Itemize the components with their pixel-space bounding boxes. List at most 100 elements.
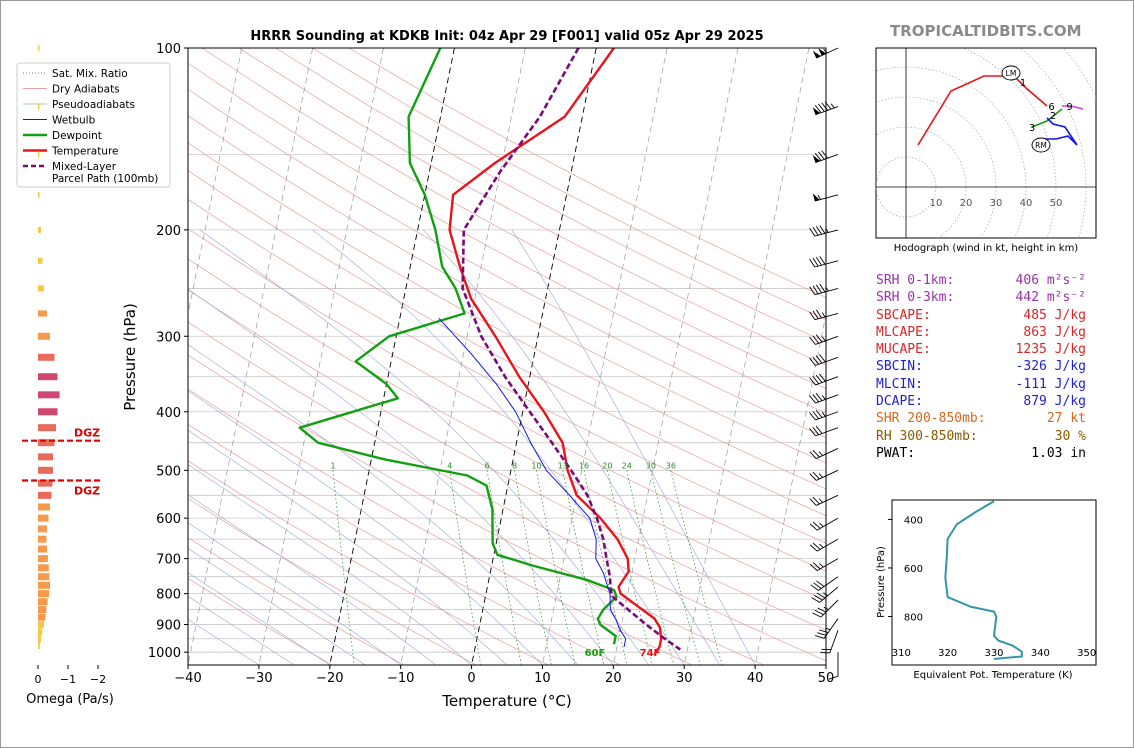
stat-row: MLCIN: -111 J/kg (876, 376, 1086, 393)
dry-adiabat (188, 537, 405, 665)
moist-adiabat (188, 464, 472, 665)
dry-adiabat (188, 321, 826, 662)
isotherm (612, 48, 739, 665)
barb-full (812, 449, 820, 458)
barb-full (814, 609, 824, 616)
barb-full (818, 103, 825, 112)
dry-adiabat (188, 460, 549, 665)
barb-full (809, 451, 817, 459)
stat-label: MLCAPE: (876, 324, 931, 340)
hodograph-trace: 1 2 3 6 9 LM RM (917, 65, 1084, 153)
wind-barb (811, 586, 839, 603)
omega-bar (38, 151, 40, 158)
barb-half (819, 563, 824, 568)
stat-value: -326 J/kg (1015, 359, 1086, 375)
mixing-ratio-label: 4 (447, 461, 452, 470)
dgz-label: DGZ (74, 427, 100, 440)
barb-flag (812, 193, 820, 202)
barb-staff (829, 630, 839, 654)
y-tick-label: 800 (156, 588, 181, 603)
stat-row: SRH 0-1km: 406 m²s⁻² (876, 272, 1086, 289)
hodograph-tick-label: 30 (990, 198, 1003, 209)
barb-full (809, 498, 817, 506)
dry-adiabat (275, 48, 826, 343)
thetae-ylabel: Pressure (hPa) (876, 546, 887, 618)
barb-full (809, 412, 816, 421)
barb-half (823, 48, 828, 54)
barb-staff (816, 448, 839, 459)
stat-row: SRH 0-3km: 442 m²s⁻² (876, 289, 1086, 306)
omega-bar (38, 613, 46, 621)
stat-value: 1.03 in (1031, 445, 1086, 461)
skewt-ylabel: Pressure (hPa) (121, 303, 139, 411)
barb-full (813, 582, 822, 589)
mixing-ratio-line (670, 470, 723, 665)
omega-tick-label: −1 (60, 673, 76, 686)
wind-barb (809, 334, 839, 345)
thetae-xlabel: Equivalent Pot. Temperature (K) (913, 670, 1072, 681)
thetae-tick-label: 340 (1031, 648, 1050, 659)
mixing-ratio-label: 16 (579, 461, 589, 470)
stat-value: 406 m²s⁻² (1015, 273, 1086, 288)
mixing-ratio-label: 20 (602, 461, 612, 470)
barb-full (813, 594, 823, 601)
mixing-ratio-label: 24 (622, 461, 632, 470)
wind-barb (809, 392, 839, 404)
omega-panel: DGZ DGZ 0 −1 −2 (22, 45, 106, 686)
omega-bar (38, 226, 41, 233)
barb-full (824, 101, 832, 110)
y-tick-label: 900 (156, 619, 181, 634)
barb-staff (815, 427, 839, 437)
dry-adiabat (201, 48, 826, 390)
barb-full (815, 284, 822, 294)
hodograph-tick-label: 10 (930, 198, 943, 209)
barb-staff (814, 313, 839, 321)
hodograph-segment (1062, 105, 1084, 110)
barb-full (812, 257, 819, 267)
barb-full (819, 225, 826, 234)
hodograph-segment (1031, 108, 1063, 128)
hodograph-tick-label: 20 (960, 198, 973, 209)
wind-barb (815, 618, 839, 639)
barb-full (812, 285, 819, 294)
wind-barb (809, 283, 839, 296)
skewt-axes: −40 −30 −20 −10 0 10 20 30 40 50 100 200 300 400 500 60… (148, 42, 834, 686)
stat-value: 27 kt (1046, 411, 1086, 427)
barb-half (819, 543, 824, 548)
x-tick-label: 50 (818, 671, 835, 686)
skewt-profiles (298, 48, 682, 656)
thetae-frame (891, 499, 1097, 666)
stat-label: MUCAPE: (876, 342, 931, 358)
barb-staff (816, 517, 839, 531)
barb-full (815, 309, 822, 319)
mixing-ratio-line (626, 470, 675, 665)
dry-adiabat (188, 258, 826, 601)
barb-full (809, 544, 818, 552)
stat-value: 442 m²s⁻² (1015, 290, 1086, 306)
barb-full (814, 104, 822, 113)
moist-adiabat (188, 494, 437, 665)
omega-bar (38, 439, 55, 447)
barb-full (811, 597, 820, 603)
barb-staff (818, 576, 839, 591)
omega-bar (38, 353, 55, 361)
omega-bar (38, 642, 40, 650)
dry-adiabat (188, 170, 826, 517)
moist-adiabat (188, 390, 543, 665)
barb-full (809, 227, 816, 237)
moist-adiabat (188, 595, 295, 665)
y-tick-label: 600 (156, 512, 181, 527)
omega-bar (38, 466, 53, 474)
barb-full (815, 425, 823, 434)
omega-bar (38, 581, 50, 589)
isotherm (188, 48, 314, 665)
barb-half (825, 286, 829, 292)
barb-full (828, 675, 839, 680)
stat-value: 1235 J/kg (1015, 342, 1086, 358)
barb-flag (812, 155, 821, 163)
barb-full (812, 376, 820, 385)
y-tick-label: 200 (156, 224, 181, 239)
isotherm (258, 48, 384, 665)
stat-row: SHR 200-850mb: 27 kt (876, 410, 1086, 427)
legend-label-continued: Parcel Path (100mb) (52, 173, 158, 185)
